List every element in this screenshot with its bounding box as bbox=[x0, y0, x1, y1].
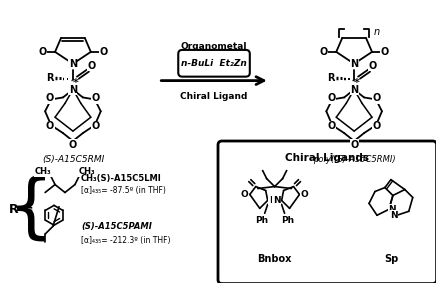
Text: O: O bbox=[92, 93, 100, 103]
Text: O: O bbox=[373, 93, 381, 103]
Text: O: O bbox=[38, 47, 46, 57]
Text: Bnbox: Bnbox bbox=[257, 254, 292, 264]
Text: R: R bbox=[327, 73, 335, 83]
FancyBboxPatch shape bbox=[178, 50, 250, 77]
Text: O: O bbox=[241, 190, 249, 199]
Text: N: N bbox=[269, 196, 277, 205]
Text: O: O bbox=[100, 47, 108, 57]
Text: O: O bbox=[369, 61, 377, 71]
Text: CH₃(S)-A15C5LMI: CH₃(S)-A15C5LMI bbox=[81, 174, 162, 183]
Text: R: R bbox=[46, 73, 54, 83]
Text: O: O bbox=[319, 47, 327, 57]
Text: CH₃: CH₃ bbox=[35, 167, 52, 176]
Text: N: N bbox=[350, 59, 358, 69]
Text: CH₃: CH₃ bbox=[79, 167, 95, 176]
Text: O: O bbox=[46, 93, 54, 103]
Text: Sp: Sp bbox=[384, 254, 398, 264]
Text: Chiral Ligand: Chiral Ligand bbox=[180, 92, 248, 101]
Text: N: N bbox=[273, 196, 281, 205]
Text: *: * bbox=[73, 78, 79, 87]
Text: (S)-A15C5PAMI: (S)-A15C5PAMI bbox=[81, 222, 152, 231]
Text: N: N bbox=[388, 205, 395, 214]
Text: {: { bbox=[8, 175, 54, 244]
Text: Ph: Ph bbox=[255, 216, 268, 225]
Text: Ph: Ph bbox=[281, 216, 294, 225]
Text: O: O bbox=[88, 61, 96, 71]
Text: Chiral Ligands: Chiral Ligands bbox=[285, 153, 369, 163]
Text: N: N bbox=[350, 85, 358, 95]
Text: n: n bbox=[374, 27, 380, 37]
Text: N: N bbox=[69, 85, 77, 95]
Text: O: O bbox=[327, 121, 336, 131]
Text: O: O bbox=[373, 121, 381, 131]
FancyBboxPatch shape bbox=[218, 141, 437, 284]
Text: O: O bbox=[381, 47, 389, 57]
Text: O: O bbox=[350, 140, 358, 150]
Text: Organometal: Organometal bbox=[181, 42, 247, 51]
Text: O: O bbox=[46, 121, 54, 131]
Text: O: O bbox=[92, 121, 100, 131]
Text: R =: R = bbox=[9, 203, 34, 216]
Text: N: N bbox=[69, 59, 77, 69]
Text: (S)-A15C5RMI: (S)-A15C5RMI bbox=[42, 155, 104, 164]
Text: [α]₄₃₅= -87.5º (in THF): [α]₄₃₅= -87.5º (in THF) bbox=[81, 186, 166, 195]
Text: N: N bbox=[390, 211, 398, 220]
Text: n-BuLi  Et₂Zn: n-BuLi Et₂Zn bbox=[181, 59, 247, 68]
Text: O: O bbox=[301, 190, 309, 199]
Text: O: O bbox=[69, 140, 77, 150]
Text: poly((S)-A15C5RMI): poly((S)-A15C5RMI) bbox=[313, 155, 395, 164]
Text: *: * bbox=[354, 78, 360, 87]
Text: O: O bbox=[327, 93, 336, 103]
Text: [α]₄₃₅= -212.3º (in THF): [α]₄₃₅= -212.3º (in THF) bbox=[81, 235, 170, 245]
